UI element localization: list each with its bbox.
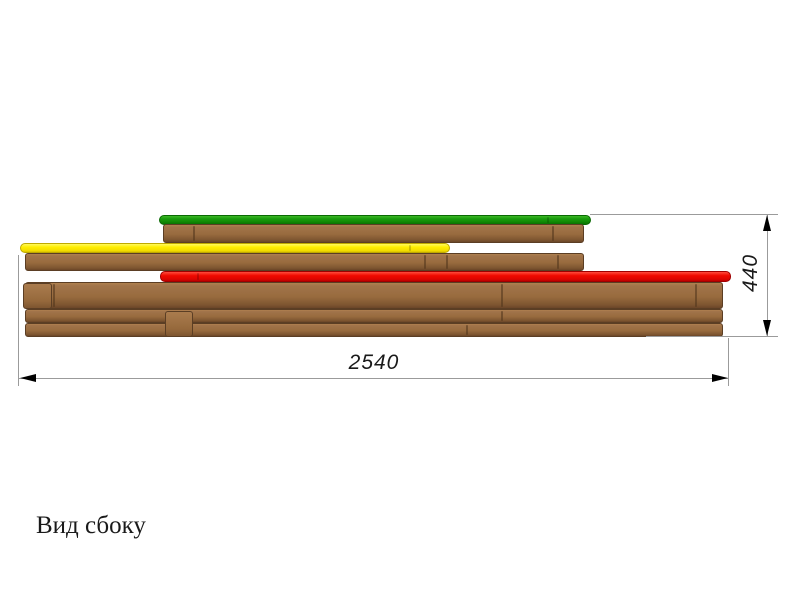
yellow-cap-board bbox=[20, 243, 450, 253]
red-cap-board bbox=[160, 271, 731, 282]
plank-joint bbox=[424, 255, 426, 269]
green-cap-joint bbox=[547, 217, 549, 223]
top-tier-plank-row bbox=[163, 224, 584, 243]
yellow-cap-joint bbox=[409, 245, 411, 251]
plank-joint bbox=[446, 255, 448, 269]
plank-joint bbox=[53, 284, 55, 307]
middle-tier-plank-row bbox=[25, 253, 584, 271]
plank-joint bbox=[552, 226, 554, 241]
dimension-arrow-left-icon bbox=[20, 374, 36, 382]
height-dimension-line bbox=[767, 215, 768, 336]
width-dimension-line bbox=[19, 378, 728, 379]
plank-joint bbox=[501, 284, 503, 307]
wood-end-block bbox=[165, 311, 193, 337]
wood-end-block bbox=[23, 283, 52, 309]
extension-line-left bbox=[18, 255, 19, 386]
extension-line-bottom bbox=[646, 336, 778, 337]
base-plank-row-2 bbox=[25, 309, 723, 323]
extension-line-right bbox=[728, 338, 729, 386]
view-caption: Вид сбоку bbox=[36, 512, 146, 539]
dimension-arrow-up-icon bbox=[763, 215, 771, 231]
base-plank-row-3 bbox=[25, 323, 723, 337]
height-dimension-label: 440 bbox=[739, 253, 762, 293]
width-dimension-label: 2540 bbox=[348, 351, 400, 374]
plank-joint bbox=[557, 255, 559, 269]
dimension-arrow-right-icon bbox=[712, 374, 728, 382]
plank-joint bbox=[501, 311, 503, 321]
red-cap-joint bbox=[197, 273, 199, 280]
extension-line-top bbox=[590, 214, 778, 215]
plank-joint bbox=[193, 226, 195, 241]
plank-joint bbox=[466, 325, 468, 335]
plank-joint bbox=[695, 284, 697, 307]
base-plank-row-1 bbox=[25, 282, 723, 309]
dimension-arrow-down-icon bbox=[763, 320, 771, 336]
